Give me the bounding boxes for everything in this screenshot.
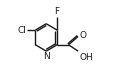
Text: O: O [79, 31, 86, 40]
Text: N: N [43, 52, 50, 61]
Text: OH: OH [79, 53, 93, 62]
Text: F: F [55, 7, 60, 16]
Text: Cl: Cl [18, 26, 26, 35]
